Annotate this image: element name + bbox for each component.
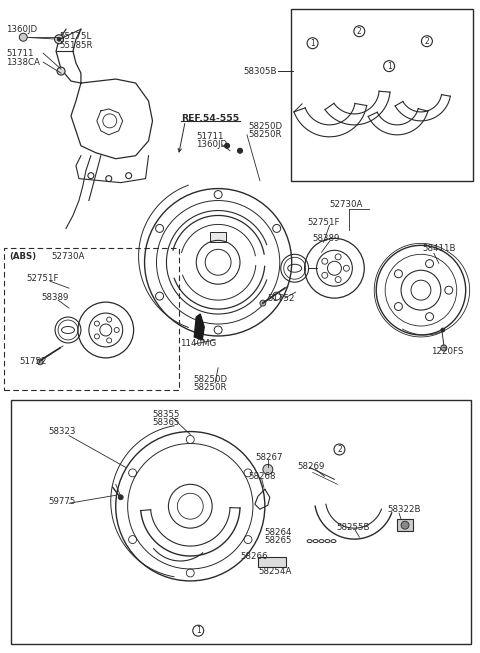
Text: 58305B: 58305B: [243, 67, 276, 76]
Text: 1: 1: [310, 39, 315, 48]
Text: 52730A: 52730A: [51, 252, 84, 261]
Circle shape: [441, 345, 447, 351]
Text: 51752: 51752: [19, 357, 47, 366]
Text: 51711: 51711: [6, 49, 34, 57]
Circle shape: [260, 300, 266, 306]
Bar: [4, 248, 180, 390]
Circle shape: [354, 25, 365, 37]
Bar: [397, 519, 413, 531]
Text: 1140MG: 1140MG: [180, 340, 216, 349]
Text: 58266: 58266: [240, 552, 267, 560]
Text: 58264: 58264: [265, 528, 292, 537]
Circle shape: [118, 495, 123, 500]
Text: 59775: 59775: [48, 497, 75, 506]
Circle shape: [263, 464, 273, 474]
Text: 58250D: 58250D: [248, 122, 282, 131]
Text: 58389: 58389: [41, 293, 69, 302]
Text: 1360JD: 1360JD: [196, 140, 228, 150]
Text: 52751F: 52751F: [308, 218, 340, 227]
Circle shape: [55, 35, 63, 44]
Polygon shape: [194, 314, 204, 340]
Bar: [291, 9, 473, 181]
Circle shape: [225, 143, 229, 148]
Text: 2: 2: [337, 445, 342, 454]
Text: REF.54-555: REF.54-555: [181, 114, 240, 123]
Circle shape: [57, 67, 65, 75]
Text: 52730A: 52730A: [329, 200, 363, 209]
Text: 58411B: 58411B: [422, 244, 456, 253]
Text: 58269: 58269: [298, 462, 325, 471]
Circle shape: [57, 37, 61, 41]
Text: 1360JD: 1360JD: [6, 25, 37, 34]
Circle shape: [238, 148, 242, 153]
Text: 58250D: 58250D: [193, 375, 228, 384]
Text: (ABS): (ABS): [9, 252, 36, 261]
Circle shape: [19, 33, 27, 41]
Circle shape: [193, 625, 204, 636]
Bar: [210, 232, 226, 242]
Text: 58254A: 58254A: [258, 567, 291, 577]
Text: 2: 2: [357, 27, 362, 36]
Circle shape: [384, 61, 395, 72]
Circle shape: [334, 444, 345, 455]
Text: 55175L: 55175L: [59, 32, 91, 40]
Text: 58365: 58365: [153, 418, 180, 427]
Text: 51711: 51711: [196, 133, 224, 141]
Text: 1: 1: [196, 626, 201, 635]
Text: 52751F: 52751F: [26, 274, 59, 283]
Text: 58267: 58267: [255, 453, 282, 462]
Circle shape: [441, 328, 445, 332]
Text: 1220FS: 1220FS: [431, 347, 463, 357]
Text: 58250R: 58250R: [248, 131, 281, 139]
Text: 58355: 58355: [153, 410, 180, 419]
Text: 58322B: 58322B: [387, 505, 420, 514]
Bar: [258, 557, 286, 567]
Circle shape: [307, 38, 318, 49]
Text: 55185R: 55185R: [59, 40, 93, 50]
Text: 58250R: 58250R: [193, 383, 227, 392]
Text: 1338CA: 1338CA: [6, 57, 40, 67]
Text: 58255B: 58255B: [336, 522, 370, 532]
Text: 58323: 58323: [48, 427, 76, 436]
Text: 58389: 58389: [312, 234, 340, 243]
Text: 58265: 58265: [265, 535, 292, 545]
Text: 58268: 58268: [248, 472, 276, 481]
Text: 2: 2: [424, 37, 429, 46]
Text: 1: 1: [387, 61, 392, 71]
Text: 51752: 51752: [268, 294, 295, 302]
Bar: [12, 400, 471, 644]
Circle shape: [37, 359, 43, 365]
Circle shape: [401, 521, 409, 529]
Circle shape: [421, 36, 432, 47]
